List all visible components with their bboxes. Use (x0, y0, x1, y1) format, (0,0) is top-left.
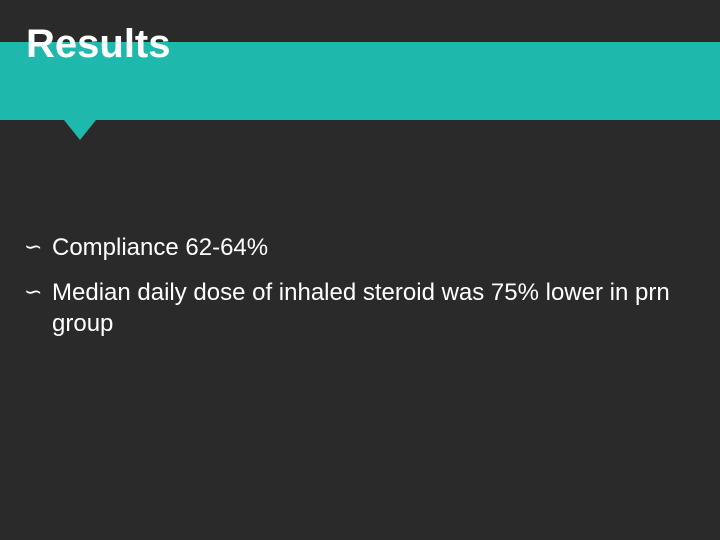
slide-title: Results (26, 22, 171, 67)
bullet-text: Compliance 62-64% (52, 232, 690, 263)
tilde-bullet-icon: ∽ (24, 234, 52, 260)
bullet-item: ∽ Median daily dose of inhaled steroid w… (24, 277, 690, 339)
tilde-bullet-icon: ∽ (24, 279, 52, 305)
bullet-text: Median daily dose of inhaled steroid was… (52, 277, 690, 339)
content-area: ∽ Compliance 62-64% ∽ Median daily dose … (24, 232, 690, 354)
header-pointer (64, 120, 96, 140)
bullet-item: ∽ Compliance 62-64% (24, 232, 690, 263)
